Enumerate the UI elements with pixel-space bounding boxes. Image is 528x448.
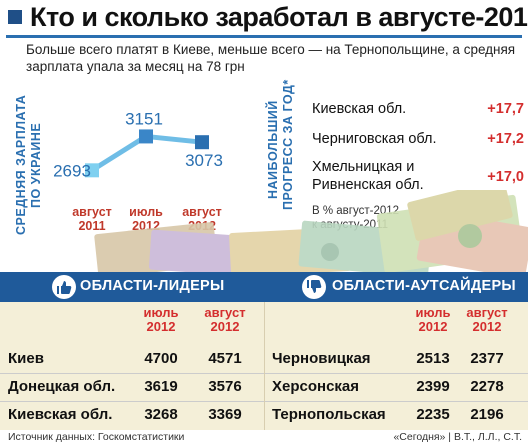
- source-note: Источник данных: Госкомстатистики: [8, 431, 185, 443]
- data-point-marker: [195, 135, 209, 150]
- outsider-aug: 2278: [470, 378, 504, 395]
- table-row: Донецкая обл. 3619 3576 Херсонская 2399 …: [0, 374, 528, 402]
- outsider-jul: 2235: [416, 406, 450, 423]
- leader-name: Донецкая обл.: [8, 378, 116, 395]
- x-tick-label: 2011: [78, 219, 105, 233]
- leader-jul: 4700: [144, 350, 178, 367]
- progress-footnote-line1: В % август-2012: [312, 205, 400, 217]
- outsider-aug: 2377: [470, 350, 504, 367]
- outsider-name: Херсонская: [272, 378, 360, 395]
- progress-item-value: +17,2: [487, 131, 524, 147]
- subtitle: Больше всего платят в Киеве, меньше всег…: [26, 42, 516, 74]
- outsider-name: Черновицкая: [272, 350, 371, 367]
- progress-item: Хмельницкая и Ривненская обл. +17,0: [312, 158, 524, 196]
- outsiders-col-aug-line2: 2012: [472, 319, 502, 334]
- progress-item-name: Хмельницкая и Ривненская обл.: [312, 158, 424, 194]
- x-tick-label: август: [72, 205, 112, 219]
- leader-aug: 3369: [208, 406, 242, 423]
- title-marker: [8, 10, 22, 24]
- leaders-title: ОБЛАСТИ-ЛИДЕРЫ: [80, 278, 225, 294]
- outsiders-title: ОБЛАСТИ-АУТСАЙДЕРЫ: [332, 278, 516, 294]
- data-value-label: 3151: [125, 109, 163, 128]
- leader-jul: 3619: [144, 378, 178, 395]
- title-bar: Кто и сколько заработал в августе-2012: [6, 2, 528, 38]
- progress-item-name: Черниговская обл.: [312, 131, 437, 147]
- leaders-col-jul-line2: 2012: [146, 319, 176, 334]
- thumbs-up-glyph: [57, 281, 72, 294]
- outsiders-col-aug: август 2012: [460, 306, 514, 334]
- x-tick-label: август: [182, 205, 222, 219]
- outsider-jul: 2399: [416, 378, 450, 395]
- outsider-jul: 2513: [416, 350, 450, 367]
- progress-item-name: Киевская обл.: [312, 101, 407, 117]
- data-value-label: 2693: [53, 161, 91, 180]
- progress-item-name-line2: Ривненская обл.: [312, 177, 424, 193]
- thumbs-down-glyph: [307, 280, 322, 293]
- progress-item-value: +17,7: [487, 101, 524, 117]
- data-value-label: 3073: [185, 151, 223, 170]
- leader-jul: 3268: [144, 406, 178, 423]
- outsider-name: Тернопольская: [272, 406, 386, 423]
- outsiders-col-jul-line2: 2012: [418, 319, 448, 334]
- table-row: Киев 4700 4571 Черновицкая 2513 2377: [0, 346, 528, 374]
- leaders-col-aug-line1: август: [204, 305, 246, 320]
- leaders-col-aug-line2: 2012: [210, 319, 240, 334]
- regions-table: июль 2012 август 2012 июль 2012 август 2…: [0, 302, 528, 430]
- x-tick-label: июль: [129, 205, 163, 219]
- leader-name: Киевская обл.: [8, 406, 113, 423]
- thumbs-down-icon: [302, 275, 326, 299]
- leader-aug: 3576: [208, 378, 242, 395]
- progress-side-label-line1: НАИБОЛЬШИЙ: [266, 100, 280, 200]
- outsiders-col-aug-line1: август: [466, 305, 508, 320]
- table-row: Киевская обл. 3268 3369 Тернопольская 22…: [0, 402, 528, 430]
- progress-item-value: +17,0: [487, 169, 524, 185]
- leaders-col-jul: июль 2012: [134, 306, 188, 334]
- section-header-band: ОБЛАСТИ-ЛИДЕРЫ ОБЛАСТИ-АУТСАЙДЕРЫ: [0, 272, 528, 302]
- data-point-marker: [139, 129, 153, 144]
- leaders-col-aug: август 2012: [198, 306, 252, 334]
- thumbs-up-icon: [52, 275, 76, 299]
- salary-line-chart: 2693август20113151июль20123073август2012: [53, 109, 223, 233]
- credits-note: «Сегодня» | В.Т., Л.Л., С.Т.: [393, 431, 522, 443]
- outsiders-col-jul: июль 2012: [406, 306, 460, 334]
- progress-item-name-line1: Хмельницкая и: [312, 159, 415, 175]
- outsider-aug: 2196: [470, 406, 504, 423]
- leader-aug: 4571: [208, 350, 242, 367]
- page-title: Кто и сколько заработал в августе-2012: [30, 2, 528, 32]
- outsiders-col-jul-line1: июль: [415, 305, 451, 320]
- leaders-col-jul-line1: июль: [143, 305, 179, 320]
- leader-name: Киев: [8, 350, 44, 367]
- table-column-divider: [264, 302, 265, 430]
- data-point-marker: [85, 163, 99, 178]
- banknotes-illustration: [94, 190, 528, 276]
